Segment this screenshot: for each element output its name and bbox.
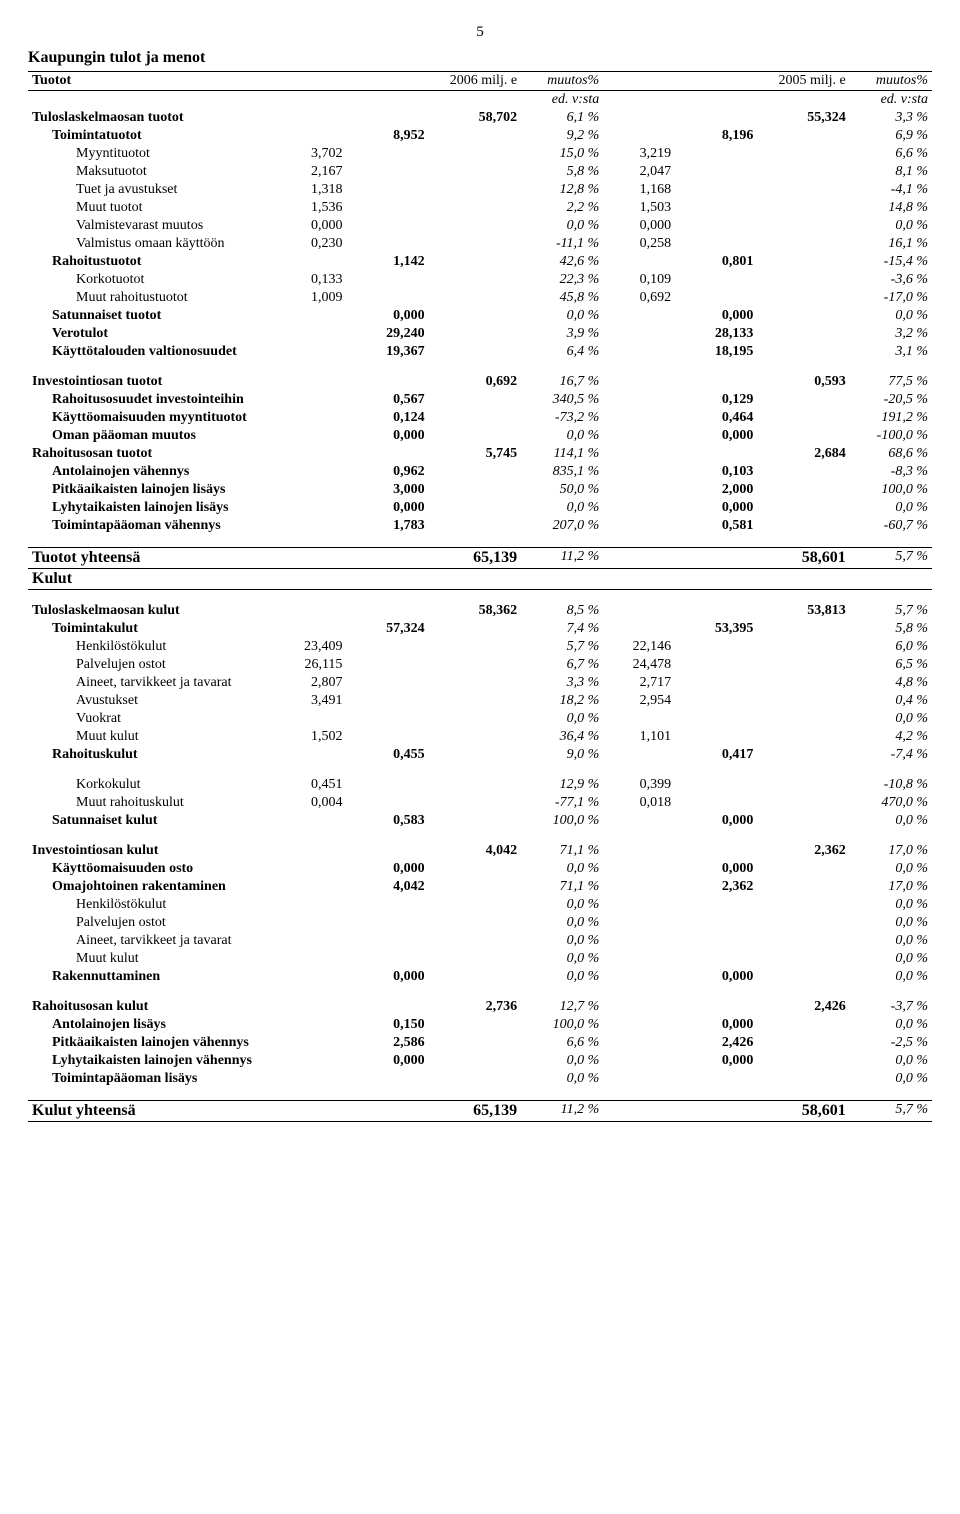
table-row: Maksutuotot2,1675,8 %2,0478,1 % [28, 163, 932, 181]
table-row: Toimintakulut57,3247,4 %53,3955,8 % [28, 620, 932, 638]
table-row: Oman pääoman muutos0,0000,0 %0,000-100,0… [28, 427, 932, 445]
table-row: Rahoitustuotot1,14242,6 %0,801-15,4 % [28, 253, 932, 271]
table-row: Käyttöomaisuuden osto0,0000,0 %0,0000,0 … [28, 860, 932, 878]
table-row: Henkilöstökulut23,4095,7 %22,1466,0 % [28, 638, 932, 656]
table-row: Palvelujen ostot26,1156,7 %24,4786,5 % [28, 656, 932, 674]
main-title: Kaupungin tulot ja menot [28, 49, 932, 67]
financial-table: Tuotot2006 milj. emuutos%2005 milj. emuu… [28, 71, 932, 1122]
table-row: Tuotot yhteensä65,13911,2 %58,6015,7 % [28, 548, 932, 569]
table-row: Muut kulut0,0 %0,0 % [28, 950, 932, 968]
table-row: Antolainojen lisäys0,150100,0 %0,0000,0 … [28, 1016, 932, 1034]
table-row: Käyttötalouden valtionosuudet19,3676,4 %… [28, 343, 932, 361]
table-row: Rakennuttaminen0,0000,0 %0,0000,0 % [28, 968, 932, 986]
page-number: 5 [28, 24, 932, 41]
table-row: Myyntituotot3,70215,0 %3,2196,6 % [28, 145, 932, 163]
table-row: Avustukset3,49118,2 %2,9540,4 % [28, 692, 932, 710]
table-row: ed. v:staed. v:sta [28, 91, 932, 110]
table-row: Tuotot2006 milj. emuutos%2005 milj. emuu… [28, 72, 932, 91]
table-row: Muut rahoituskulut0,004-77,1 %0,018470,0… [28, 794, 932, 812]
table-row: Tuloslaskelmaosan kulut58,3628,5 %53,813… [28, 602, 932, 620]
table-row: Toimintapääoman lisäys0,0 %0,0 % [28, 1070, 932, 1088]
table-row: Lyhytaikaisten lainojen lisäys0,0000,0 %… [28, 499, 932, 517]
table-row: Valmistus omaan käyttöön0,230-11,1 %0,25… [28, 235, 932, 253]
table-row: Vuokrat0,0 %0,0 % [28, 710, 932, 728]
table-row: Rahoituskulut0,4559,0 %0,417-7,4 % [28, 746, 932, 764]
table-row: Tuloslaskelmaosan tuotot58,7026,1 %55,32… [28, 109, 932, 127]
table-row: Korkotuotot0,13322,3 %0,109-3,6 % [28, 271, 932, 289]
table-row: Aineet, tarvikkeet ja tavarat2,8073,3 %2… [28, 674, 932, 692]
table-row: Satunnaiset kulut0,583100,0 %0,0000,0 % [28, 812, 932, 830]
table-row: Rahoitusosan tuotot5,745114,1 %2,68468,6… [28, 445, 932, 463]
table-row: Henkilöstökulut0,0 %0,0 % [28, 896, 932, 914]
table-row: Toimintapääoman vähennys1,783207,0 %0,58… [28, 517, 932, 535]
table-row: Pitkäaikaisten lainojen vähennys2,5866,6… [28, 1034, 932, 1052]
table-row: Korkokulut0,45112,9 %0,399-10,8 % [28, 776, 932, 794]
table-row: Muut tuotot1,5362,2 %1,50314,8 % [28, 199, 932, 217]
table-row: Pitkäaikaisten lainojen lisäys3,00050,0 … [28, 481, 932, 499]
table-row: Rahoitusosuudet investointeihin0,567340,… [28, 391, 932, 409]
table-row: Lyhytaikaisten lainojen vähennys0,0000,0… [28, 1052, 932, 1070]
table-row: Kulut [28, 569, 932, 590]
table-row: Aineet, tarvikkeet ja tavarat0,0 %0,0 % [28, 932, 932, 950]
table-row: Omajohtoinen rakentaminen4,04271,1 %2,36… [28, 878, 932, 896]
table-row: Investointiosan kulut4,04271,1 %2,36217,… [28, 842, 932, 860]
table-row: Palvelujen ostot0,0 %0,0 % [28, 914, 932, 932]
table-row: Antolainojen vähennys0,962835,1 %0,103-8… [28, 463, 932, 481]
table-row: Käyttöomaisuuden myyntituotot0,124-73,2 … [28, 409, 932, 427]
table-row: Kulut yhteensä65,13911,2 %58,6015,7 % [28, 1101, 932, 1122]
table-row: Tuet ja avustukset1,31812,8 %1,168-4,1 % [28, 181, 932, 199]
table-row: Rahoitusosan kulut2,73612,7 %2,426-3,7 % [28, 998, 932, 1016]
table-row: Satunnaiset tuotot0,0000,0 %0,0000,0 % [28, 307, 932, 325]
table-row: Toimintatuotot8,9529,2 %8,1966,9 % [28, 127, 932, 145]
table-row: Muut rahoitustuotot1,00945,8 %0,692-17,0… [28, 289, 932, 307]
table-row: Verotulot29,2403,9 %28,1333,2 % [28, 325, 932, 343]
table-row: Muut kulut1,50236,4 %1,1014,2 % [28, 728, 932, 746]
table-row: Valmistevarast muutos0,0000,0 %0,0000,0 … [28, 217, 932, 235]
table-row: Investointiosan tuotot0,69216,7 %0,59377… [28, 373, 932, 391]
